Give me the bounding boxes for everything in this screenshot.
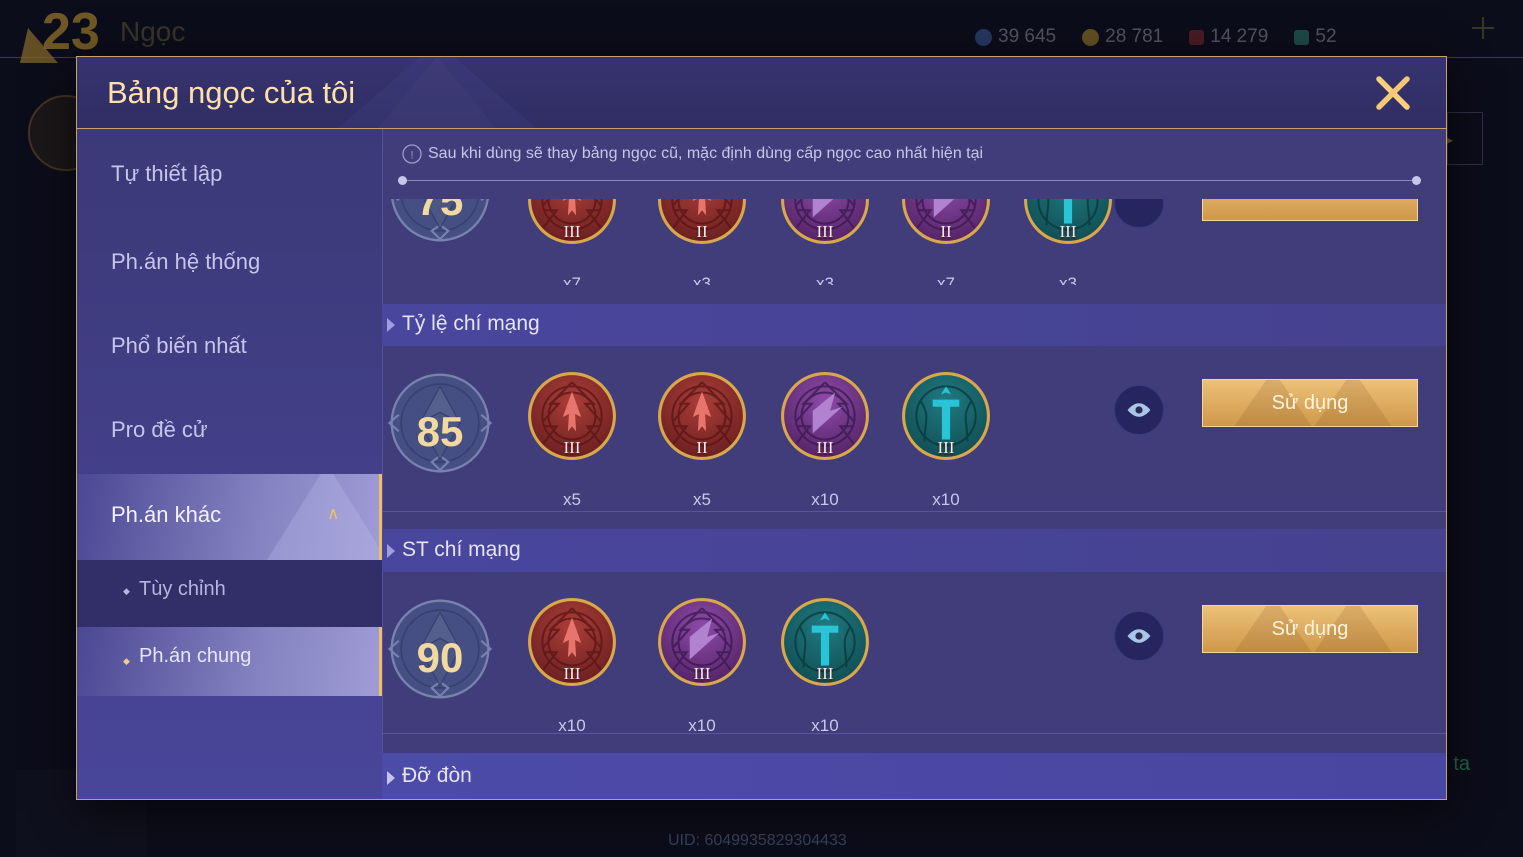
svg-text:!: !	[410, 149, 413, 161]
